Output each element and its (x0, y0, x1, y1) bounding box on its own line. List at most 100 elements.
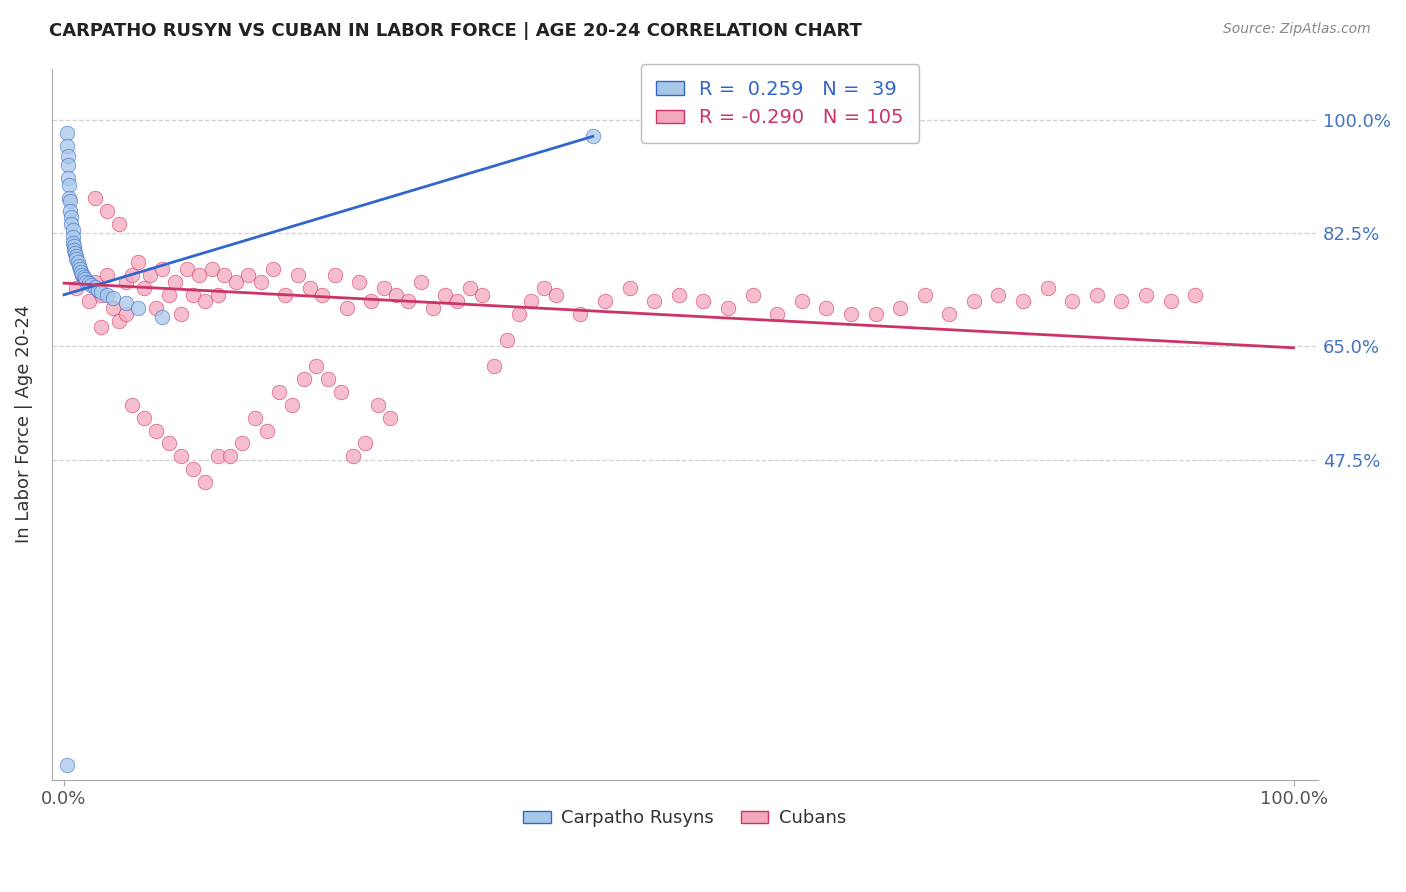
Point (96, 268, 118, 283)
Point (1135, 287, 1157, 301)
Point (65, 252, 87, 267)
Point (87, 283, 110, 297)
Point (59, 194, 82, 208)
Point (207, 287, 229, 301)
Y-axis label: In Labor Force | Age 20-24: In Labor Force | Age 20-24 (15, 305, 32, 543)
Point (181, 462, 204, 476)
Point (73, 271, 96, 285)
Point (256, 424, 278, 438)
Point (83, 191, 105, 205)
Point (96, 287, 118, 301)
Point (80, 278, 103, 293)
Point (385, 287, 408, 301)
Point (59, 203, 82, 218)
Point (66, 255, 89, 269)
Point (96, 203, 118, 218)
Point (1036, 281, 1059, 295)
Point (305, 359, 328, 373)
Point (77, 294, 100, 309)
Point (90, 287, 112, 301)
Point (790, 294, 813, 309)
Point (347, 275, 370, 289)
Point (292, 372, 315, 386)
Point (69, 261, 91, 276)
Point (56, 159, 79, 173)
Point (145, 301, 167, 315)
Point (354, 436, 377, 450)
Point (62, 229, 84, 244)
Point (212, 268, 235, 283)
Point (422, 301, 444, 315)
Point (121, 268, 143, 283)
Point (593, 294, 616, 309)
Point (194, 475, 217, 490)
Point (108, 217, 131, 231)
Point (77, 276, 100, 290)
Point (619, 281, 641, 295)
Point (90, 320, 112, 334)
Point (114, 275, 136, 289)
Point (889, 301, 911, 315)
Point (243, 410, 266, 425)
Point (231, 436, 253, 450)
Point (329, 384, 352, 399)
Point (157, 436, 180, 450)
Point (569, 307, 592, 321)
Point (520, 294, 543, 309)
Point (280, 398, 302, 412)
Point (336, 301, 359, 315)
Point (67, 259, 90, 273)
Point (103, 301, 125, 315)
Point (121, 398, 143, 412)
Point (83, 280, 105, 294)
Point (741, 287, 763, 301)
Point (132, 281, 155, 295)
Point (938, 307, 960, 321)
Point (145, 424, 167, 438)
Point (63, 239, 86, 253)
Point (170, 307, 193, 321)
Point (152, 261, 174, 276)
Point (249, 275, 271, 289)
Point (72, 268, 94, 283)
Point (132, 410, 155, 425)
Point (181, 287, 204, 301)
Point (152, 310, 174, 325)
Point (495, 333, 517, 347)
Point (582, 129, 605, 144)
Point (717, 301, 740, 315)
Point (318, 372, 340, 386)
Point (62, 235, 84, 250)
Point (409, 275, 432, 289)
Point (1160, 294, 1182, 309)
Point (60, 217, 83, 231)
Point (200, 261, 222, 276)
Point (73, 269, 96, 284)
Point (342, 450, 364, 464)
Point (1012, 294, 1035, 309)
Point (1085, 287, 1108, 301)
Point (274, 287, 297, 301)
Point (484, 359, 506, 373)
Point (311, 287, 333, 301)
Point (56, 149, 79, 163)
Point (157, 287, 180, 301)
Point (108, 313, 131, 327)
Point (207, 450, 229, 464)
Point (194, 294, 217, 309)
Point (63, 245, 86, 260)
Point (1184, 287, 1206, 301)
Point (55, 126, 77, 140)
Text: Source: ZipAtlas.com: Source: ZipAtlas.com (1223, 22, 1371, 37)
Point (839, 307, 862, 321)
Point (114, 295, 136, 310)
Point (127, 255, 149, 269)
Point (139, 268, 162, 283)
Point (287, 268, 309, 283)
Point (176, 261, 198, 276)
Point (373, 281, 395, 295)
Point (914, 287, 936, 301)
Point (62, 223, 84, 237)
Point (83, 275, 105, 289)
Point (90, 285, 112, 299)
